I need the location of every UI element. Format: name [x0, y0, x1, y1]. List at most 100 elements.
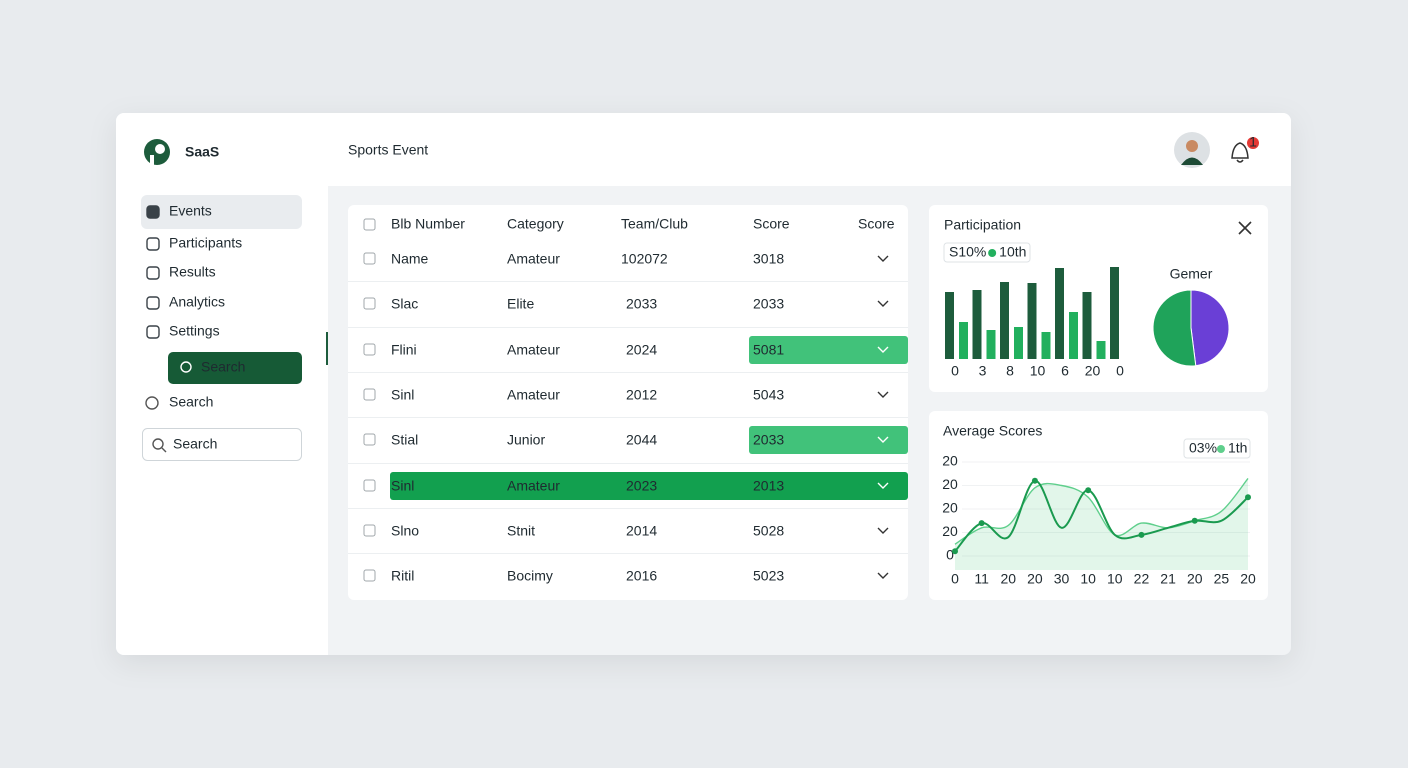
row-expand[interactable]: [877, 482, 889, 489]
cell: Amateur: [507, 387, 560, 403]
bell[interactable]: [1231, 142, 1249, 163]
row-expand[interactable]: [877, 391, 889, 398]
close-button[interactable]: [1238, 221, 1252, 235]
cell: Bocimy: [507, 568, 553, 584]
search-button-label[interactable]: Search: [201, 359, 245, 375]
x-tick-label: 20: [1000, 571, 1016, 587]
badge-count: 1: [1249, 134, 1257, 150]
legend-label: 1th: [1228, 440, 1247, 456]
pie-slice: [1152, 289, 1197, 367]
checkbox[interactable]: [363, 218, 376, 231]
search-input[interactable]: [142, 428, 302, 461]
x-tick-label: 25: [1214, 571, 1230, 587]
y-tick-label: 20: [942, 453, 958, 469]
x-tick-label: 0: [1116, 363, 1124, 379]
area-fill: [955, 478, 1248, 570]
y-tick-label: 0: [946, 547, 954, 563]
cell: Stial: [391, 432, 418, 448]
nav-item[interactable]: Results: [169, 264, 216, 280]
row-expand[interactable]: [877, 436, 889, 443]
point: [1085, 487, 1092, 494]
checkbox[interactable]: [363, 252, 376, 265]
checkbox[interactable]: [363, 479, 376, 492]
cell: 2033: [626, 296, 657, 312]
cell: Amateur: [507, 342, 560, 358]
chart-title: Average Scores: [943, 423, 1042, 439]
bar: [1110, 267, 1119, 359]
row-expand[interactable]: [877, 300, 889, 307]
chart-title: Participation: [944, 217, 1021, 233]
nav-item[interactable]: Participants: [169, 235, 242, 251]
x-tick-label: 22: [1134, 571, 1150, 587]
search-icon-handle: [161, 447, 167, 453]
search-icon: [152, 438, 164, 450]
column-header[interactable]: Score: [753, 216, 790, 232]
bar: [1014, 327, 1023, 359]
bar: [986, 330, 996, 359]
cell: Ritil: [391, 568, 414, 584]
cell: Name: [391, 251, 429, 267]
checkbox[interactable]: [363, 524, 376, 537]
checkbox[interactable]: [363, 297, 376, 310]
bar: [1041, 332, 1051, 359]
checkbox[interactable]: [363, 388, 376, 401]
nav-icon: [146, 205, 160, 219]
table-card: [348, 205, 908, 600]
cell: Flini: [391, 342, 417, 358]
nav-icon: [146, 325, 160, 339]
cell: Amateur: [507, 478, 560, 494]
x-tick-label: 20: [1240, 571, 1256, 587]
button-icon: [180, 361, 192, 373]
x-tick-label: 20: [1187, 571, 1203, 587]
search-link[interactable]: Search: [169, 394, 213, 410]
x-tick-label: 0: [951, 363, 959, 379]
avatar-body: [1181, 157, 1203, 165]
x-tick-label: 10: [1080, 571, 1096, 587]
column-header[interactable]: Blb Number: [391, 216, 465, 232]
nav-item[interactable]: Analytics: [169, 294, 225, 310]
point: [1191, 517, 1198, 524]
point: [978, 520, 985, 527]
active-indicator: [326, 332, 328, 365]
column-header[interactable]: Score: [858, 216, 895, 232]
page-title: Sports Event: [348, 142, 428, 158]
nav-item[interactable]: Events: [169, 203, 212, 219]
bar: [1055, 268, 1064, 359]
bar: [945, 292, 954, 359]
checkbox[interactable]: [363, 433, 376, 446]
legend-label: S10%: [949, 244, 986, 260]
point: [952, 548, 958, 555]
x-tick-label: 8: [1006, 363, 1014, 379]
x-tick-label: 6: [1061, 363, 1069, 379]
y-tick-label: 20: [942, 523, 958, 539]
search-placeholder: Search: [173, 436, 217, 452]
cell: 3018: [753, 251, 784, 267]
x-tick-label: 0: [951, 571, 959, 587]
cell: 102072: [621, 251, 668, 267]
nav-active-bg: [141, 195, 302, 229]
y-tick-label: 20: [942, 500, 958, 516]
cell: 2023: [626, 478, 657, 494]
cell: Sinl: [391, 387, 414, 403]
chart-title: Gemer: [1170, 266, 1213, 282]
cell: 2016: [626, 568, 657, 584]
row-expand[interactable]: [877, 255, 889, 262]
row-expand[interactable]: [877, 346, 889, 353]
x-tick-label: 21: [1160, 571, 1176, 587]
search-button[interactable]: [168, 352, 302, 384]
checkbox[interactable]: [363, 569, 376, 582]
cell: 2024: [626, 342, 657, 358]
x-tick-label: 10: [1030, 363, 1046, 379]
checkbox[interactable]: [363, 343, 376, 356]
legend-label: 03%: [1189, 440, 1217, 456]
nav-icon: [146, 266, 160, 280]
row-expand[interactable]: [877, 572, 889, 579]
cell: Slac: [391, 296, 418, 312]
brand: SaaS: [185, 144, 219, 160]
column-header[interactable]: Team/Club: [621, 216, 688, 232]
row-expand[interactable]: [877, 527, 889, 534]
nav-item[interactable]: Settings: [169, 323, 220, 339]
cell: Amateur: [507, 251, 560, 267]
column-header[interactable]: Category: [507, 216, 564, 232]
